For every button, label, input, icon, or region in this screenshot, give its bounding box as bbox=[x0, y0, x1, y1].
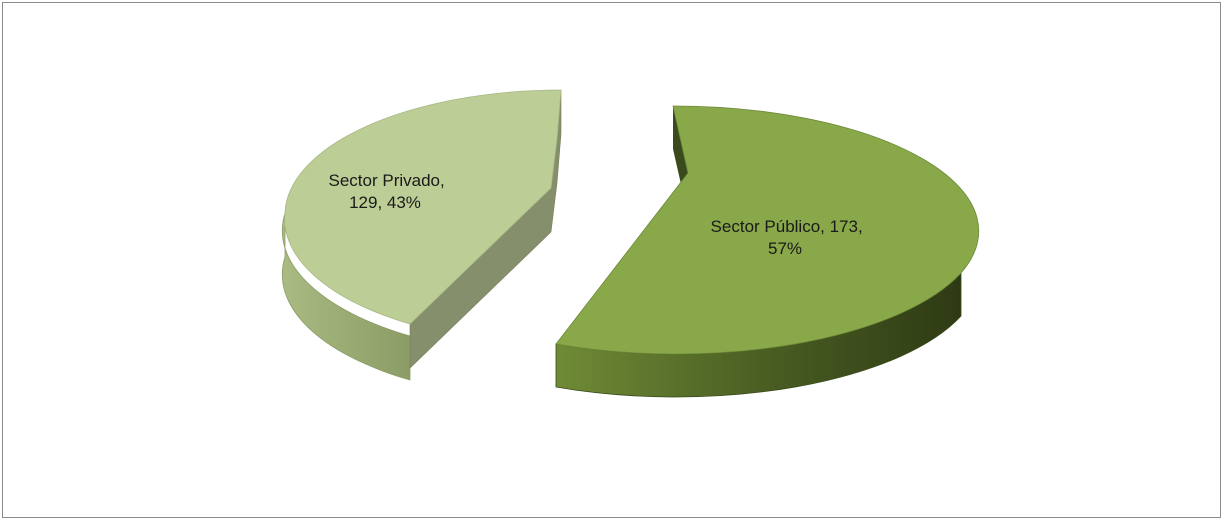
slice-sector-publico bbox=[555, 105, 980, 398]
data-label-sector-privado-line2: 129, 43% bbox=[349, 193, 421, 212]
slice-sector-privado-top bbox=[284, 89, 562, 325]
slice-sector-privado-side bbox=[281, 212, 411, 381]
slice-sector-publico-top bbox=[555, 105, 980, 355]
data-label-sector-publico: Sector Público, 173, 57% bbox=[711, 217, 868, 258]
pie-chart: Sector Privado, 129, 43% Sector Público,… bbox=[281, 89, 980, 398]
data-label-sector-privado: Sector Privado, 129, 43% bbox=[329, 171, 450, 212]
slice-sector-privado bbox=[281, 89, 562, 381]
data-label-sector-publico-line2: 57% bbox=[768, 239, 802, 258]
data-label-sector-privado-line1: Sector Privado, bbox=[329, 171, 445, 190]
data-label-sector-publico-line1: Sector Público, 173, bbox=[711, 217, 863, 236]
